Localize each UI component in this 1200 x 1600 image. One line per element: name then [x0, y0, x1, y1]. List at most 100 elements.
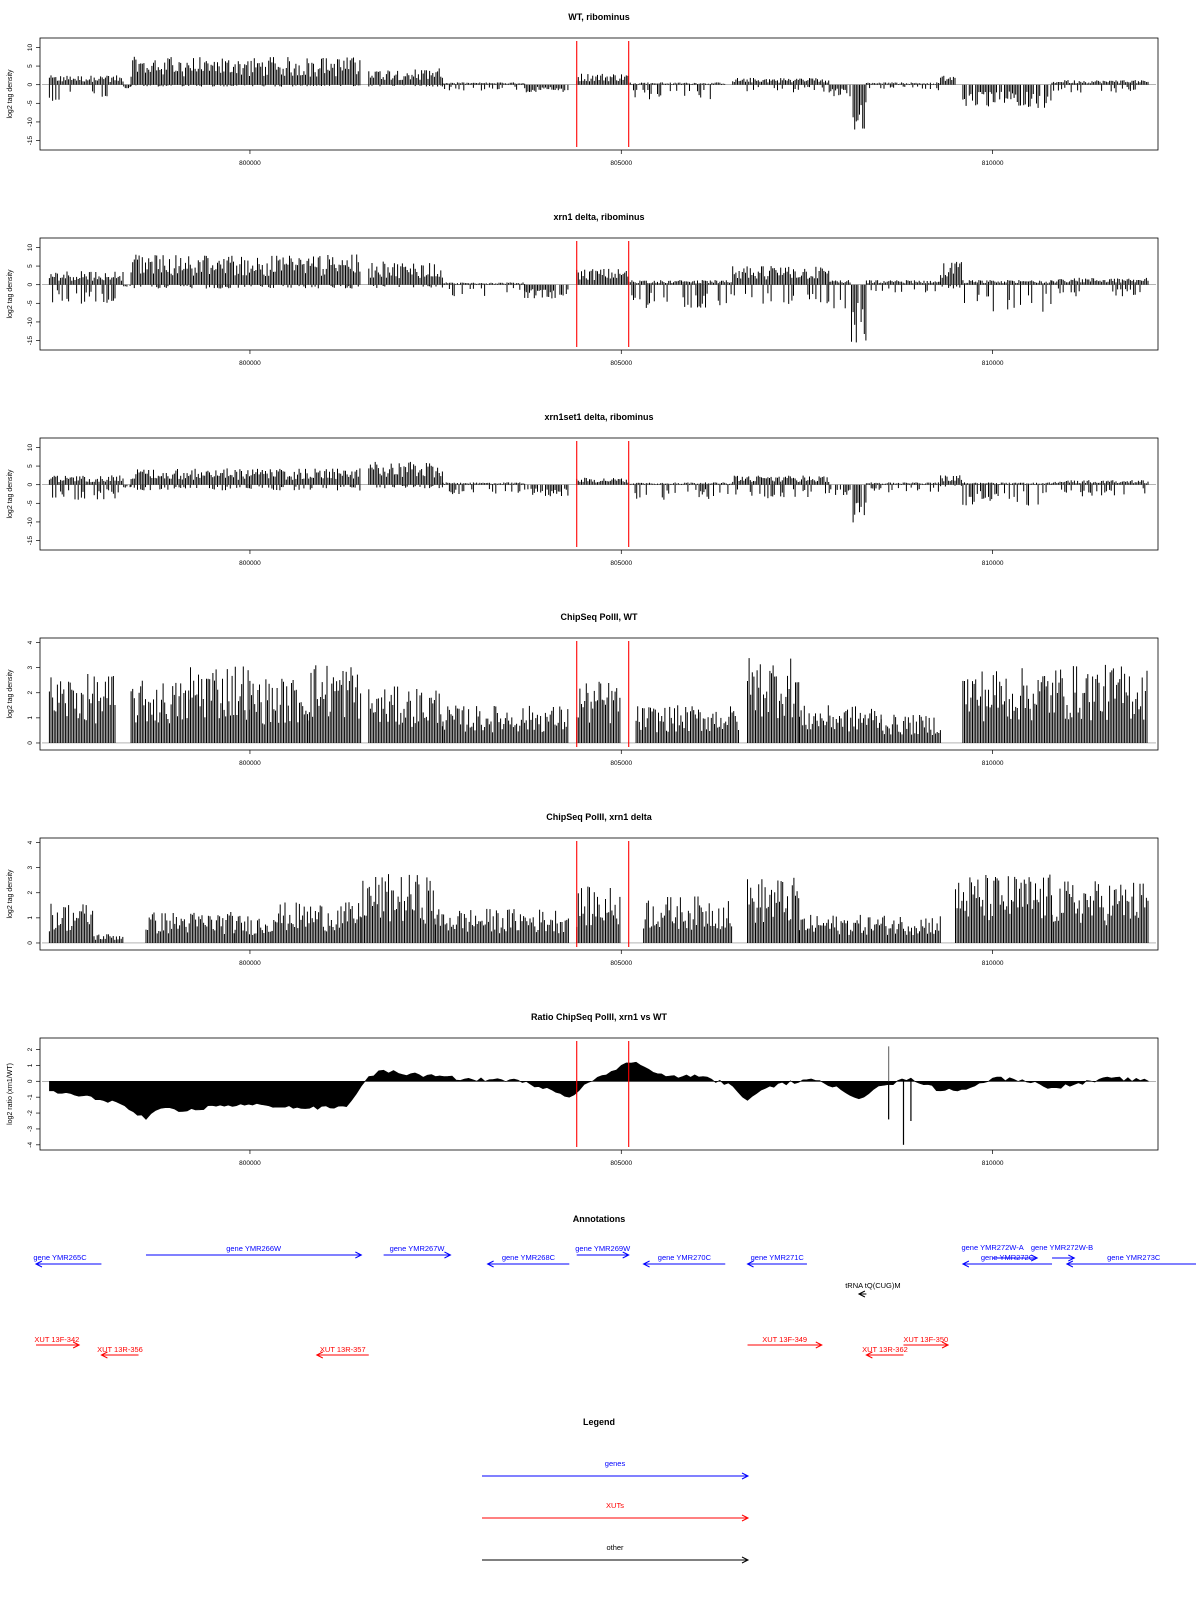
chart-title: ChipSeq PolII, WT [561, 612, 638, 622]
signal-bars [48, 56, 1149, 130]
x-tick-label: 800000 [239, 160, 261, 167]
signal-segment [799, 914, 941, 943]
gene-arrow: gene YMR271C [746, 1253, 807, 1268]
xut-label: XUT 13F-349 [762, 1335, 807, 1344]
arrow-head [486, 1260, 494, 1268]
gene-label: gene YMR268C [502, 1253, 556, 1262]
signal-segment [271, 902, 361, 943]
signal-segment [123, 484, 131, 488]
signal-segment [48, 674, 116, 743]
x-tick-label: 805000 [610, 1160, 632, 1167]
arrow-head [746, 1260, 754, 1268]
arrow-head [865, 1351, 873, 1359]
xut-label: XUT 13R-357 [320, 1345, 366, 1354]
legend-label: XUTs [606, 1501, 624, 1510]
signal-segment [962, 482, 1052, 506]
y-tick-label: 10 [27, 43, 34, 51]
signal-segment [130, 468, 361, 491]
legend-item-xut: XUTs [482, 1501, 750, 1522]
arrow-head [815, 1341, 823, 1349]
signal-segment [962, 84, 1052, 108]
chart-panel-6: Ratio ChipSeq PolII, xrn1 vs WT -4 -3 -2 -1 0… [7, 1012, 1159, 1167]
y-tick-label: -1 [27, 1094, 34, 1100]
signal-segment [799, 705, 882, 743]
x-tick-label: 810000 [982, 760, 1004, 767]
other-label: tRNA tQ(CUG)M [845, 1281, 900, 1290]
plot-frame [39, 1037, 1159, 1151]
signal-segment [962, 668, 1045, 743]
y-tick-label: 5 [27, 464, 34, 468]
x-tick-label: 810000 [982, 160, 1004, 167]
signal-segment [576, 268, 629, 285]
x-tick-label: 805000 [610, 760, 632, 767]
x-tick-label: 805000 [610, 360, 632, 367]
arrow-head [741, 1514, 750, 1522]
y-tick-label: 5 [27, 64, 34, 68]
gene-label: gene YMR265C [33, 1253, 87, 1262]
signal-segment [865, 482, 941, 493]
legend-item-other: other [482, 1543, 750, 1564]
x-tick-label: 805000 [610, 160, 632, 167]
chart-panel-3: xrn1set1 delta, ribominus -15 -10 -5 0 5 10 log… [7, 412, 1159, 567]
signal-segment [93, 934, 124, 943]
xut-label: XUT 13R-362 [862, 1345, 908, 1354]
y-axis-label: log2 tag density [7, 469, 14, 519]
chart-panel-5: ChipSeq PolII, xrn1 delta 0 1 2 3 4 log2 tag d… [7, 812, 1159, 967]
signal-segment [48, 75, 124, 101]
xut-arrow: XUT 13F-349 [747, 1335, 823, 1349]
arrow-head [34, 1260, 43, 1268]
legend: Legend genes XUTs other [482, 1417, 750, 1564]
y-tick-label: 3 [27, 865, 34, 869]
xut-arrow: XUT 13R-356 [97, 1345, 143, 1359]
signal-segment [628, 482, 732, 500]
arrow-head [642, 1260, 650, 1268]
signal-segment [130, 254, 361, 289]
signal-segment [576, 477, 629, 485]
y-tick-label: -10 [27, 517, 34, 527]
y-tick-label: -15 [27, 535, 34, 545]
y-tick-label: -15 [27, 135, 34, 145]
legend-title: Legend [583, 1417, 615, 1427]
x-tick-label: 800000 [239, 960, 261, 967]
arrow-head [1030, 1254, 1039, 1262]
y-tick-label: 1 [27, 716, 34, 720]
plot-frame [39, 637, 1159, 751]
arrow-head [72, 1341, 81, 1349]
y-tick-label: 3 [27, 665, 34, 669]
signal-segment [852, 84, 867, 130]
gene-arrow: gene YMR272W-A [961, 1243, 1039, 1262]
gene-label: gene YMR269W [575, 1244, 631, 1253]
annotations-title: Annotations [573, 1214, 626, 1224]
arrow-head [100, 1351, 108, 1359]
x-tick-label: 800000 [239, 360, 261, 367]
signal-segment [852, 484, 867, 523]
signal-segment [360, 874, 436, 943]
y-tick-label: -5 [27, 500, 34, 506]
arrow-head [622, 1251, 630, 1259]
other-arrow: tRNA tQ(CUG)M [845, 1281, 901, 1298]
signal-segment [865, 82, 941, 91]
arrow-head [741, 1556, 750, 1564]
gene-arrow: gene YMR273C [1065, 1253, 1196, 1268]
arrow-head [315, 1351, 324, 1359]
chart-panel-2: xrn1 delta, ribominus -15 -10 -5 0 5 10 log2 ta… [7, 212, 1159, 367]
signal-segment [635, 705, 739, 743]
y-axis-label: log2 ratio (xrn1/WT) [7, 1063, 14, 1125]
y-tick-label: -10 [27, 317, 34, 327]
xut-label: XUT 13R-356 [97, 1345, 143, 1354]
signal-segment [130, 680, 191, 743]
signal-segment [955, 874, 1052, 943]
gene-label: gene YMR267W [390, 1244, 446, 1253]
signal-segment [940, 261, 962, 289]
signal-segment [628, 280, 732, 308]
y-tick-label: 0 [27, 941, 34, 945]
arrow-head [1068, 1254, 1076, 1262]
gene-arrow: gene YMR272W-B [1031, 1243, 1093, 1262]
x-tick-label: 800000 [239, 760, 261, 767]
signal-segment [851, 284, 867, 343]
y-tick-label: 0 [27, 83, 34, 87]
y-tick-label: 10 [27, 243, 34, 251]
signal-segment [368, 68, 443, 87]
x-tick-label: 810000 [982, 960, 1004, 967]
signal-bars [48, 254, 1149, 343]
